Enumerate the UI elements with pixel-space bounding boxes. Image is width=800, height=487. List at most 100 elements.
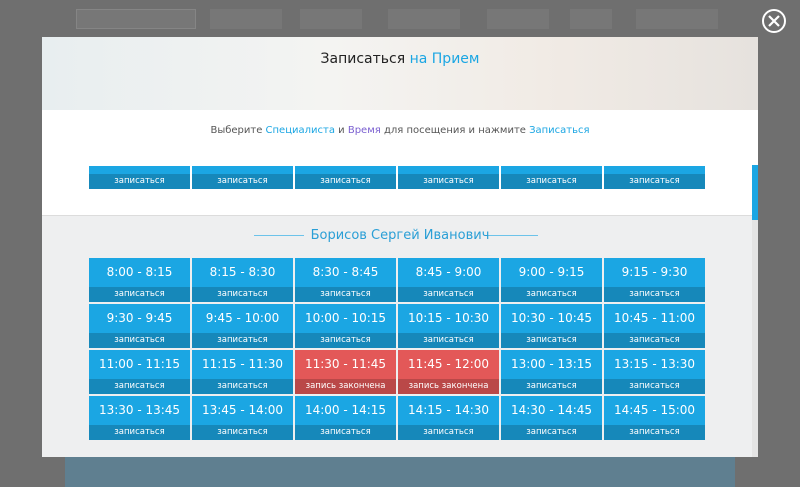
slot-status: записаться [501,287,602,302]
time-slot[interactable]: 10:15 - 10:30 записаться [398,304,499,348]
slot-button[interactable]: записаться [501,166,602,189]
time-slot[interactable]: 9:45 - 10:00 записаться [192,304,293,348]
slot-status: записаться [295,333,396,348]
slot-time: 14:45 - 15:00 [613,403,696,417]
slot-time: 14:00 - 14:15 [304,403,387,417]
slot-time: 8:45 - 9:00 [415,265,482,279]
slot-status: записаться [192,425,293,440]
time-slot[interactable]: 9:15 - 9:30 записаться [604,258,705,302]
time-slot[interactable]: 13:30 - 13:45 записаться [89,396,190,440]
slot-status: записаться [89,174,190,189]
time-slot[interactable]: 13:00 - 13:15 записаться [501,350,602,394]
slot-time: 13:00 - 13:15 [510,357,593,371]
scrollbar-thumb[interactable] [752,165,758,220]
slot-button[interactable]: записаться [192,166,293,189]
nav-tab [636,9,718,29]
time-slot[interactable]: 8:00 - 8:15 записаться [89,258,190,302]
slot-time: 13:30 - 13:45 [98,403,181,417]
slot-button[interactable]: записаться [295,166,396,189]
time-slot[interactable]: 10:45 - 11:00 записаться [604,304,705,348]
slot-button[interactable]: записаться [604,166,705,189]
time-slot[interactable]: 13:45 - 14:00 записаться [192,396,293,440]
slot-time: 8:00 - 8:15 [106,265,173,279]
slot-status: записаться [295,425,396,440]
nav-tab [487,9,549,29]
time-slot[interactable]: 14:00 - 14:15 записаться [295,396,396,440]
time-slot[interactable]: 8:45 - 9:00 записаться [398,258,499,302]
time-slot[interactable]: 10:00 - 10:15 записаться [295,304,396,348]
slot-time: 8:30 - 8:45 [312,265,379,279]
time-slot[interactable]: 10:30 - 10:45 записаться [501,304,602,348]
background-row [65,455,735,487]
close-button[interactable] [761,8,787,34]
slot-time: 14:15 - 14:30 [407,403,490,417]
slot-time: 14:30 - 14:45 [510,403,593,417]
slot-status: запись закончена [295,379,396,394]
slot-status: записаться [604,333,705,348]
slot-status: записаться [501,174,602,189]
modal: Записаться на Прием Выберите Специалиста… [42,37,758,457]
time-slot[interactable]: 8:30 - 8:45 записаться [295,258,396,302]
time-slot[interactable]: 13:15 - 13:30 записаться [604,350,705,394]
time-slot[interactable]: 11:45 - 12:00 запись закончена [398,350,499,394]
slot-time: 10:00 - 10:15 [304,311,387,325]
slot-status: записаться [501,379,602,394]
slot-time: 13:15 - 13:30 [613,357,696,371]
slot-time: 10:45 - 11:00 [613,311,696,325]
nav-tab [388,9,460,29]
time-slot[interactable]: 9:30 - 9:45 записаться [89,304,190,348]
divider [488,235,538,236]
slot-status: записаться [89,425,190,440]
time-slot[interactable]: 11:00 - 11:15 записаться [89,350,190,394]
slot-status: записаться [295,174,396,189]
instruction: Выберите Специалиста и Время для посещен… [42,125,758,136]
slot-button[interactable]: записаться [89,166,190,189]
instruction-part: Выберите [210,125,266,136]
slot-status: записаться [295,287,396,302]
title-text: Записаться [320,51,406,67]
slot-status: записаться [398,287,499,302]
slot-status: записаться [89,333,190,348]
slot-status: записаться [604,174,705,189]
slot-status: записаться [604,287,705,302]
slot-status: записаться [192,287,293,302]
time-slot[interactable]: 9:00 - 9:15 записаться [501,258,602,302]
slot-status: записаться [604,425,705,440]
time-slot[interactable]: 11:15 - 11:30 записаться [192,350,293,394]
slot-status: записаться [398,174,499,189]
slot-time: 10:15 - 10:30 [407,311,490,325]
slot-time: 8:15 - 8:30 [209,265,276,279]
slot-status: записаться [398,425,499,440]
slot-time: 11:30 - 11:45 [304,357,387,371]
slot-time: 11:15 - 11:30 [201,357,284,371]
slot-status: записаться [501,333,602,348]
slot-time: 9:45 - 10:00 [205,311,280,325]
instruction-part: для посещения и нажмите [380,125,530,136]
slot-time: 11:00 - 11:15 [98,357,181,371]
doctor-name: Борисов Сергей Иванович [310,228,490,243]
nav-tab [76,9,196,29]
scrollbar [752,165,758,457]
slot-time: 9:30 - 9:45 [106,311,173,325]
instruction-part: Записаться [529,125,590,136]
slot-status: записаться [89,287,190,302]
slot-status: записаться [501,425,602,440]
time-slot[interactable]: 11:30 - 11:45 запись закончена [295,350,396,394]
slot-button[interactable]: записаться [398,166,499,189]
slot-time: 10:30 - 10:45 [510,311,593,325]
slot-status: запись закончена [398,379,499,394]
nav-tab [570,9,612,29]
time-slot[interactable]: 14:30 - 14:45 записаться [501,396,602,440]
instruction-part: и [334,125,348,136]
slot-time: 9:15 - 9:30 [621,265,688,279]
time-slot[interactable]: 14:45 - 15:00 записаться [604,396,705,440]
time-slot[interactable]: 14:15 - 14:30 записаться [398,396,499,440]
instruction-part: Время [347,125,381,136]
time-slot[interactable]: 8:15 - 8:30 записаться [192,258,293,302]
slot-status: записаться [192,333,293,348]
slot-status: записаться [89,379,190,394]
nav-tab [210,9,282,29]
instruction-part: Специалиста [265,125,335,136]
header-image [42,37,758,110]
